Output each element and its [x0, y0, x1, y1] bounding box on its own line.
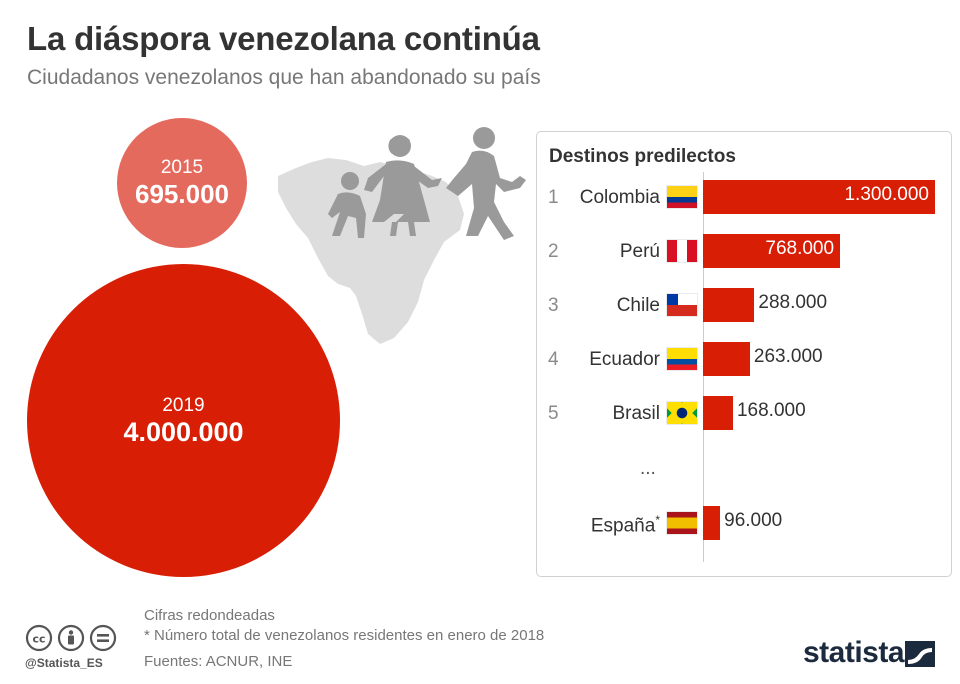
ellipsis: ...: [640, 458, 656, 479]
bar: [703, 234, 841, 268]
bubble-2015: 2015 695.000: [117, 118, 247, 248]
bar: [703, 342, 750, 376]
chile-flag: [667, 294, 697, 316]
bubble-value: 4.000.000: [123, 416, 244, 447]
bar: [703, 288, 755, 322]
country-name: Colombia: [579, 187, 660, 208]
no-derivatives-icon[interactable]: [89, 624, 117, 652]
destination-row: 1 Colombia 1.300.000: [537, 178, 951, 218]
country-label: Colombia: [580, 187, 660, 209]
country-label: Chile: [617, 295, 660, 317]
bar-value-label: 768.000: [765, 238, 835, 259]
destination-row: 4 Ecuador 263.000: [537, 340, 951, 380]
rank-number: 3: [548, 295, 559, 316]
colombia-flag: [667, 186, 697, 208]
footnote-marker: *: [655, 513, 660, 527]
chart-subtitle: Ciudadanos venezolanos que han abandonad…: [27, 66, 541, 89]
bubble-2019: 2019 4.000.000: [27, 264, 340, 577]
bar-value-label: 263.000: [753, 346, 823, 367]
bar: [703, 396, 733, 430]
bar-value-label: 168.000: [736, 400, 806, 421]
country-label: Brasil: [612, 403, 660, 425]
country-name: Ecuador: [589, 349, 660, 370]
bubble-year: 2015: [160, 157, 204, 178]
bar: [703, 506, 721, 540]
country-name: Perú: [619, 241, 660, 262]
destination-row: España* 96.000: [537, 504, 951, 544]
sources-note: Fuentes: ACNUR, INE: [144, 653, 293, 670]
statista-wordmark[interactable]: statista: [803, 636, 905, 669]
country-name: Chile: [616, 295, 660, 316]
chart-title: La diáspora venezolana continúa: [27, 20, 540, 57]
statista-logo-icon[interactable]: [905, 641, 935, 667]
destination-row: 2 Perú 768.000: [537, 232, 951, 272]
peru-flag: [667, 240, 697, 262]
rank-number: 5: [548, 403, 559, 424]
bar-value-label: 288.000: [758, 292, 828, 313]
bar: [703, 180, 935, 214]
rank-number: 2: [548, 241, 559, 262]
top-destinations-panel: Destinos predilectos 1 Colombia 1.300.000 2…: [536, 131, 952, 577]
bar-value-label: 1.300.000: [844, 184, 929, 205]
country-name: Brasil: [612, 403, 660, 424]
spain-flag: [667, 512, 697, 534]
country-label: Ecuador: [589, 349, 660, 371]
rounded-figures-note: Cifras redondeadas: [144, 607, 275, 624]
family-walking-icon: [328, 127, 526, 240]
brazil-flag: [667, 402, 697, 424]
country-label: España*: [591, 513, 660, 537]
license-icons: cc: [25, 624, 117, 652]
migration-illustration: [278, 127, 526, 344]
rank-number: 1: [548, 187, 559, 208]
country-label: Perú: [620, 241, 660, 263]
social-handle[interactable]: @Statista_ES: [25, 656, 103, 670]
spain-footnote: * Número total de venezolanos residentes…: [144, 627, 545, 644]
bar-value-label: 96.000: [724, 510, 783, 531]
creative-commons-icon[interactable]: cc: [25, 624, 53, 652]
destination-row: 5 Brasil 168.000: [537, 394, 951, 434]
svg-text:cc: cc: [32, 633, 45, 646]
bubble-year: 2019: [162, 394, 205, 416]
panel-title: Destinos predilectos: [549, 146, 736, 167]
destination-row: 3 Chile 288.000: [537, 286, 951, 326]
country-name: España: [590, 515, 656, 537]
ecuador-flag: [667, 348, 697, 370]
bubble-value: 695.000: [135, 179, 229, 209]
attribution-icon[interactable]: [57, 624, 85, 652]
rank-number: 4: [548, 349, 559, 370]
